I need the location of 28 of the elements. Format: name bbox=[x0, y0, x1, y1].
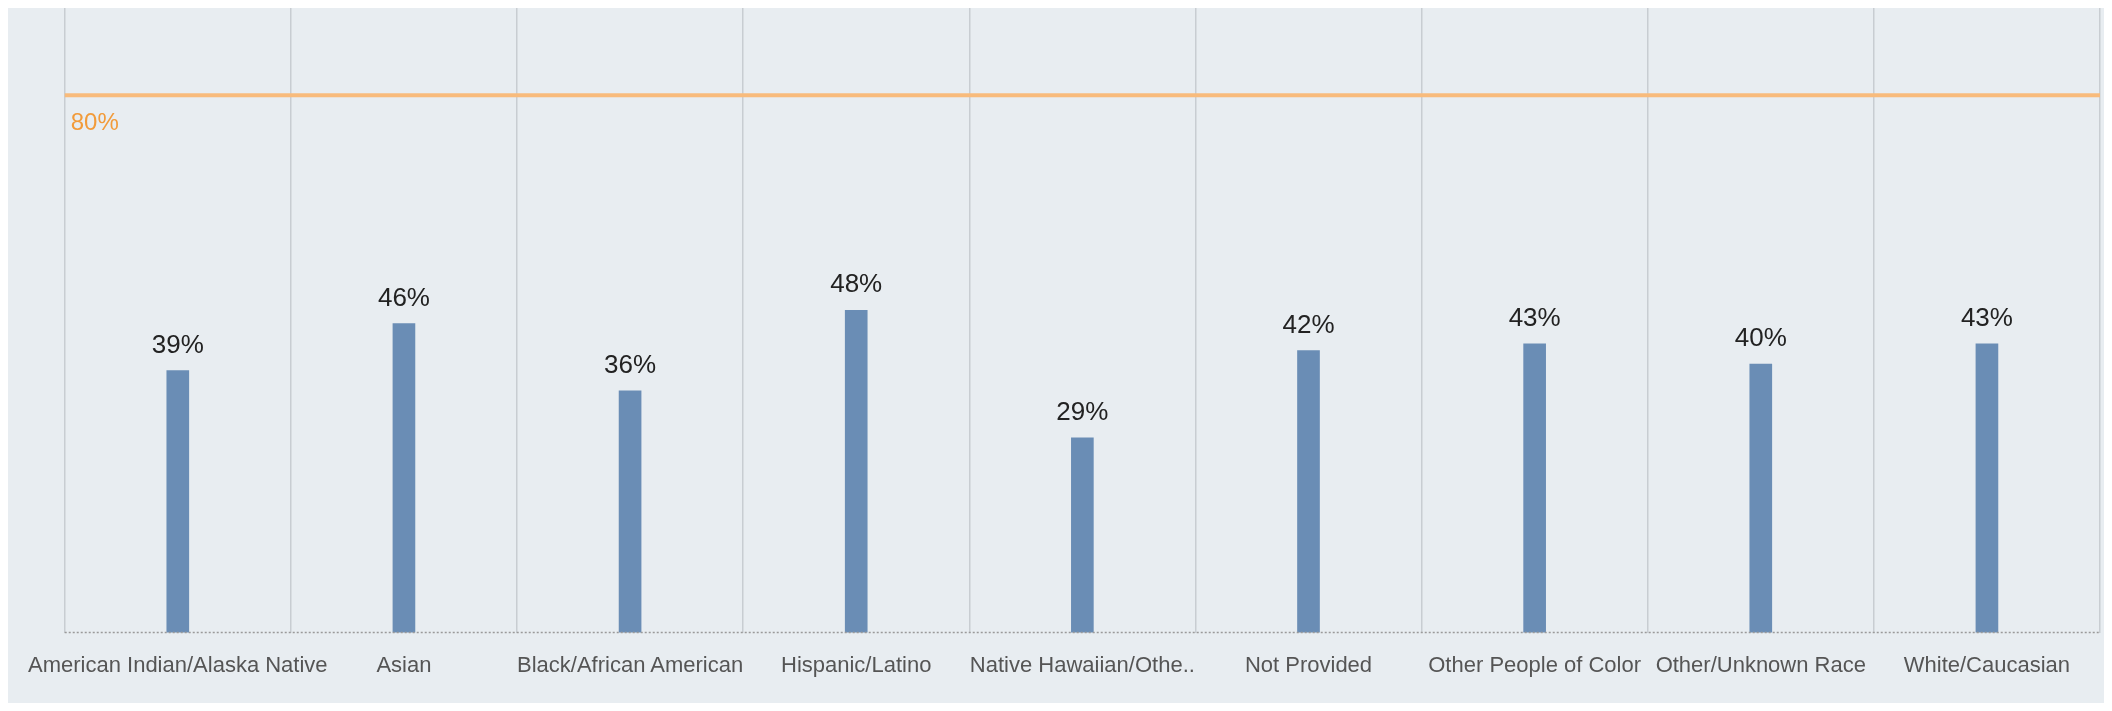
x-tick-label: American Indian/Alaska Native bbox=[28, 651, 328, 677]
bar bbox=[1297, 350, 1320, 633]
data-label: 39% bbox=[151, 328, 204, 359]
x-tick-label: Black/African American bbox=[516, 651, 744, 677]
data-label: 42% bbox=[1282, 308, 1335, 339]
bar bbox=[1975, 343, 1999, 633]
x-tick-label: Other/Unknown Race bbox=[1655, 651, 1866, 677]
x-tick-label: Other People of Color bbox=[1428, 651, 1642, 677]
bar bbox=[1749, 363, 1773, 633]
data-label: 46% bbox=[377, 281, 430, 312]
bar bbox=[844, 309, 868, 633]
x-tick-label: Hispanic/Latino bbox=[781, 651, 932, 677]
x-tick-label: Asian bbox=[376, 651, 432, 677]
x-tick-label: Native Hawaiian/Othe.. bbox=[969, 651, 1195, 677]
data-label: 43% bbox=[1960, 301, 2013, 332]
bar bbox=[392, 323, 416, 633]
x-tick-label: Not Provided bbox=[1244, 651, 1373, 677]
x-tick-label: White/Caucasian bbox=[1903, 651, 2071, 677]
bar bbox=[618, 390, 642, 633]
data-label: 36% bbox=[604, 348, 657, 379]
bar bbox=[166, 370, 190, 633]
bar bbox=[1071, 437, 1094, 633]
data-label: 40% bbox=[1734, 322, 1787, 353]
bar bbox=[1523, 343, 1546, 633]
data-label: 48% bbox=[830, 268, 883, 299]
ref-line-label: 80% bbox=[70, 107, 119, 135]
data-label: 43% bbox=[1508, 301, 1561, 332]
data-label: 29% bbox=[1056, 396, 1109, 426]
